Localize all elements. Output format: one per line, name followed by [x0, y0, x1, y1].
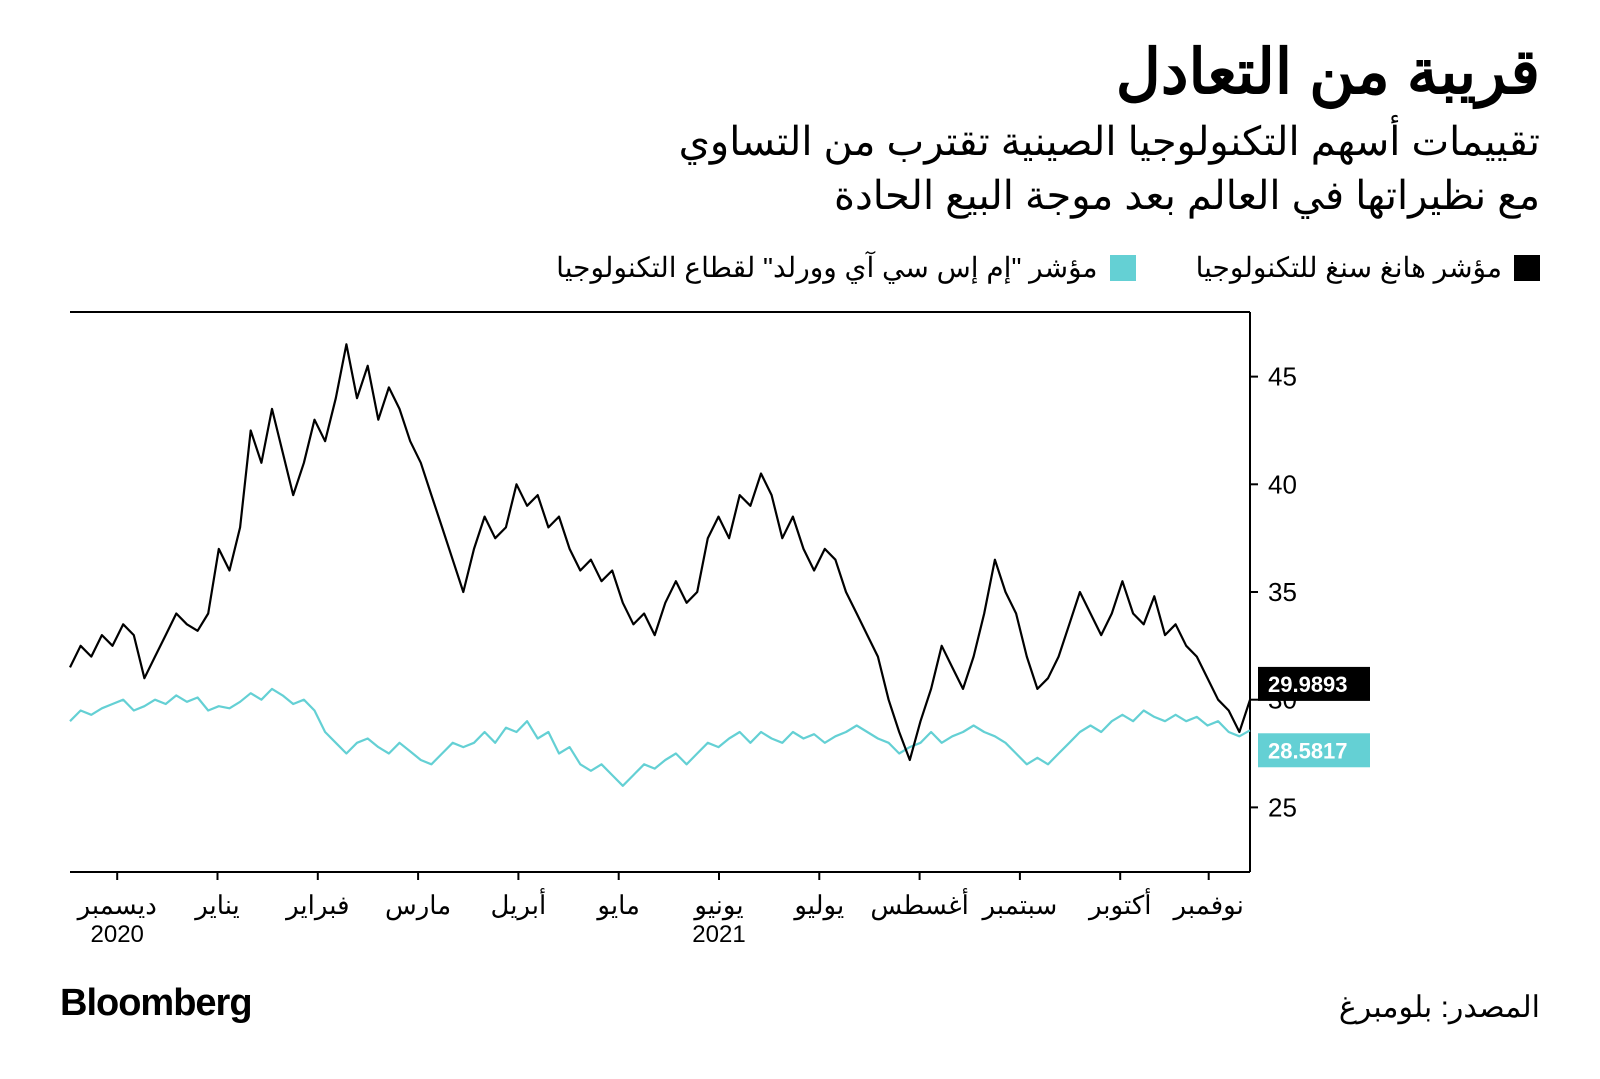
legend-item-hangseng: مؤشر هانغ سنغ للتكنولوجيا — [1196, 251, 1540, 284]
legend-swatch — [1514, 255, 1540, 281]
chart-subtitle: تقييمات أسهم التكنولوجيا الصينية تقترب م… — [60, 115, 1540, 223]
x-tick-label: يونيو2021 — [692, 890, 745, 950]
y-tick-label: 25 — [1268, 792, 1297, 822]
x-axis-labels: ديسمبر2020 يناير فبراير مارس أبريل مايو يونيو2… — [60, 882, 1410, 962]
legend-swatch — [1110, 255, 1136, 281]
y-tick-label: 35 — [1268, 577, 1297, 607]
chart-area: 253035404529.989328.5817 ديسمبر2020يناير… — [60, 302, 1540, 962]
end-value-label: 29.9893 — [1268, 672, 1348, 697]
x-tick-label: يوليو — [794, 890, 844, 921]
y-tick-label: 40 — [1268, 469, 1297, 499]
source-text: المصدر: بلومبرغ — [1339, 990, 1540, 1025]
x-tick-label: أبريل — [491, 890, 547, 921]
y-tick-label: 45 — [1268, 362, 1297, 392]
end-value-label: 28.5817 — [1268, 738, 1348, 763]
chart-title: قريبة من التعادل — [60, 40, 1540, 105]
legend: مؤشر هانغ سنغ للتكنولوجيا مؤشر "إم إس سي… — [60, 251, 1540, 284]
series-msci-line — [70, 689, 1250, 786]
x-tick-label: مارس — [385, 890, 451, 921]
series-hangseng-line — [70, 344, 1250, 760]
x-tick-label: نوفمبر — [1174, 890, 1244, 921]
x-tick-label: أغسطس — [870, 890, 969, 921]
x-tick-label: مايو — [597, 890, 640, 921]
x-tick-label: سبتمبر — [983, 890, 1058, 921]
x-tick-label: ديسمبر2020 — [78, 890, 157, 950]
legend-label: مؤشر "إم إس سي آي وورلد" لقطاع التكنولوج… — [556, 251, 1097, 284]
x-tick-label: فبراير — [286, 890, 349, 921]
legend-item-msci: مؤشر "إم إس سي آي وورلد" لقطاع التكنولوج… — [556, 251, 1135, 284]
legend-label: مؤشر هانغ سنغ للتكنولوجيا — [1196, 251, 1502, 284]
bloomberg-logo: Bloomberg — [60, 982, 252, 1025]
line-chart-svg: 253035404529.989328.5817 — [60, 302, 1410, 882]
x-tick-label: يناير — [195, 890, 240, 921]
x-tick-label: أكتوبر — [1089, 890, 1151, 921]
